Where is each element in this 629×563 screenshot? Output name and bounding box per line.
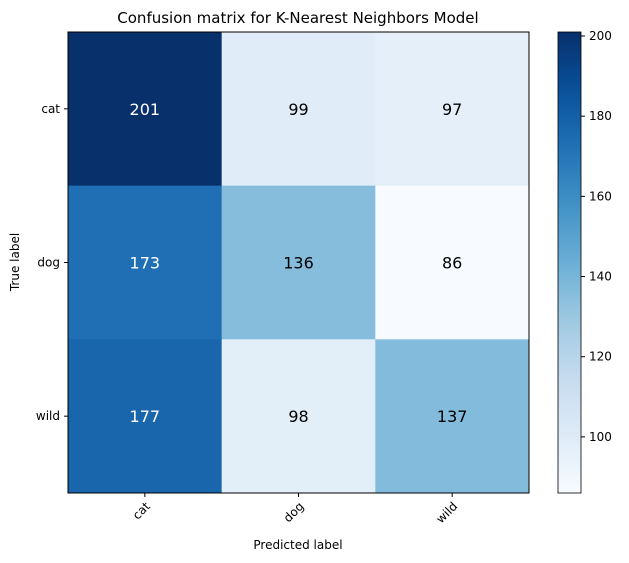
y-tick-label: wild bbox=[36, 409, 60, 423]
x-tick-label: wild bbox=[433, 499, 460, 526]
heatmap-cell bbox=[221, 339, 376, 494]
colorbar-ticks: 100 120 140 160 180 200 bbox=[581, 29, 612, 444]
heatmap-cells: 201 99 97 173 136 86 177 98 137 bbox=[68, 32, 530, 494]
colorbar-tick-label: 140 bbox=[589, 270, 612, 284]
y-axis-ticks: cat dog wild bbox=[36, 102, 68, 423]
y-tick-label: cat bbox=[41, 102, 60, 116]
colorbar-tick-label: 100 bbox=[589, 430, 612, 444]
heatmap-cell bbox=[68, 32, 223, 187]
chart-title: Confusion matrix for K-Nearest Neighbors… bbox=[117, 9, 478, 27]
x-tick-label: cat bbox=[130, 499, 153, 522]
y-tick-label: dog bbox=[37, 256, 60, 270]
cell-value-label: 136 bbox=[283, 254, 314, 273]
cell-value-label: 201 bbox=[130, 100, 161, 119]
cell-value-label: 98 bbox=[288, 407, 308, 426]
heatmap-cell bbox=[68, 339, 223, 494]
x-tick-label: dog bbox=[281, 499, 307, 525]
colorbar-tick-label: 200 bbox=[589, 29, 612, 43]
x-axis-label: Predicted label bbox=[253, 538, 342, 552]
colorbar-tick-label: 180 bbox=[589, 109, 612, 123]
cell-value-label: 137 bbox=[437, 407, 468, 426]
x-axis-ticks: cat dog wild bbox=[130, 493, 460, 526]
cell-value-label: 86 bbox=[442, 254, 462, 273]
heatmap-cell bbox=[375, 339, 530, 494]
colorbar-tick-label: 120 bbox=[589, 350, 612, 364]
heatmap-cell bbox=[68, 185, 223, 340]
cell-value-label: 177 bbox=[130, 407, 161, 426]
cell-value-label: 173 bbox=[130, 254, 161, 273]
heatmap-cell bbox=[375, 185, 530, 340]
colorbar-tick-label: 160 bbox=[589, 189, 612, 203]
heatmap-cell bbox=[221, 32, 376, 187]
y-axis-label: True label bbox=[8, 233, 22, 292]
heatmap-cell bbox=[375, 32, 530, 187]
colorbar bbox=[557, 31, 582, 494]
cell-value-label: 99 bbox=[288, 100, 308, 119]
heatmap-cell bbox=[221, 185, 376, 340]
cell-value-label: 97 bbox=[442, 100, 462, 119]
